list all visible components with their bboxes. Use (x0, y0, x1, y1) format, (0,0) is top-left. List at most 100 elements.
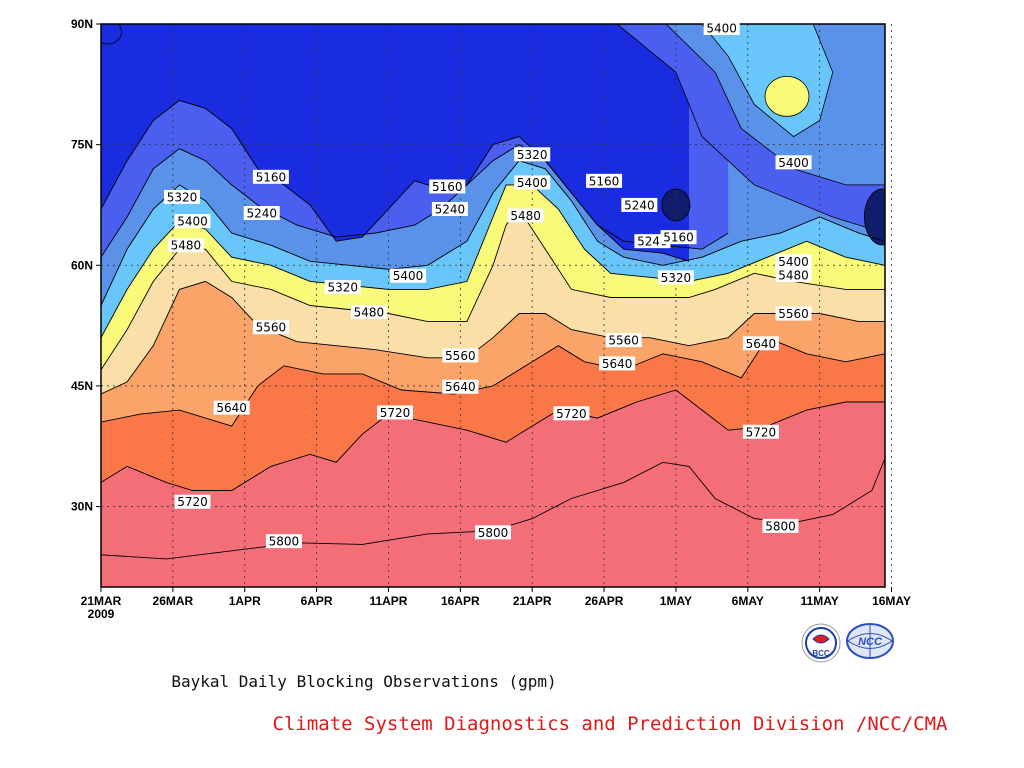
contour-label-text: 5400 (177, 215, 208, 229)
contour-line-5400 (101, 184, 885, 338)
contour-label-5640: 5640 (213, 400, 250, 415)
contour-label-text: 5640 (602, 357, 633, 371)
x-tick-label: 26APR (585, 594, 624, 608)
contour-extra-features (101, 24, 885, 246)
contour-label-5560: 5560 (252, 320, 289, 335)
contour-label-bg (553, 406, 590, 421)
contour-label-bg (605, 333, 642, 348)
contour-label-5160: 5160 (429, 179, 466, 194)
contour-label-5560: 5560 (775, 306, 812, 321)
contour-label-bg (350, 304, 387, 319)
contour-label-5720: 5720 (553, 406, 590, 421)
contour-line-5320 (101, 160, 885, 306)
contour-label-text: 5720 (556, 407, 587, 421)
contour-label-bg (657, 270, 694, 285)
contour-label-text: 5240 (624, 198, 655, 212)
contour-label-bg (475, 525, 511, 540)
contour-label-text: 5800 (478, 526, 509, 540)
contour-label-bg (390, 268, 427, 283)
contour-label-bg (507, 208, 544, 223)
low-cell-east (863, 188, 885, 246)
contour-label-bg (660, 230, 697, 245)
nw-cell (101, 24, 122, 45)
y-tick-label: 60N (71, 258, 93, 272)
contour-label-bg (324, 280, 361, 295)
x-tick-label: 16APR (441, 594, 480, 608)
contour-label-text: 5400 (517, 176, 548, 190)
contour-label-5640: 5640 (442, 379, 479, 394)
contour-label-5400: 5400 (174, 214, 211, 229)
x-tick-label: 21APR (513, 594, 552, 608)
contour-label-5240: 5240 (243, 206, 280, 221)
contour-label-text: 5560 (445, 349, 476, 363)
contour-label-bg (775, 267, 812, 282)
x-year-label: 2009 (88, 607, 115, 621)
contour-label-5480: 5480 (350, 304, 387, 319)
contour-label-bg (775, 155, 812, 170)
contour-label-5320: 5320 (657, 270, 694, 285)
y-tick-label: 45N (71, 379, 93, 393)
contour-label-bg (703, 21, 740, 36)
contour-label-5480: 5480 (507, 208, 544, 223)
contour-label-text: 5160 (256, 170, 287, 184)
contour-line-5720 (101, 389, 885, 491)
contour-label-bg (514, 147, 551, 162)
contour-label-5240: 5240 (621, 197, 658, 212)
x-tick-label: 21MAR (81, 594, 122, 608)
credit-line: Climate System Diagnostics and Predictio… (272, 713, 948, 735)
contour-line-5240 (101, 144, 729, 258)
contour-label-text: 5560 (608, 334, 639, 348)
contour-label-bg (442, 379, 479, 394)
contour-label-bg (742, 336, 779, 351)
contour-label-text: 5640 (216, 401, 247, 415)
contour-label-5560: 5560 (442, 348, 479, 363)
contour-label-text: 5240 (435, 202, 466, 216)
contour-label-text: 5640 (445, 380, 476, 394)
contour-label-bg (213, 400, 250, 415)
contour-label-bg (174, 214, 211, 229)
contour-label-5800: 5800 (265, 534, 302, 549)
contour-label-text: 5320 (167, 190, 198, 204)
contour-label-bg (174, 494, 211, 509)
contour-label-text: 5320 (327, 281, 358, 295)
x-tick-label: 6APR (301, 594, 333, 608)
contour-label-5400: 5400 (514, 175, 551, 190)
x-tick-label: 11APR (369, 594, 407, 608)
contour-label-bg (621, 197, 658, 212)
contour-label-text: 5320 (517, 148, 548, 162)
contour-label-bg (599, 356, 636, 371)
contour-label-bg (167, 238, 204, 253)
contour-label-5720: 5720 (742, 424, 779, 439)
contour-label-5160: 5160 (660, 230, 697, 245)
plot-frame (100, 23, 886, 588)
contour-label-text: 5720 (746, 425, 777, 439)
contour-label-text: 5800 (269, 535, 300, 549)
grid-lines (101, 24, 892, 587)
contour-label-bg (164, 189, 201, 204)
y-tick-label: 90N (71, 17, 93, 31)
contour-label-text: 5240 (637, 235, 668, 249)
contour-label-5400: 5400 (775, 155, 812, 170)
contour-label-bg (586, 173, 623, 188)
contour-label-5800: 5800 (475, 525, 511, 540)
contour-label-5720: 5720 (174, 494, 211, 509)
contour-label-bg (252, 320, 289, 335)
contour-label-text: 5480 (354, 305, 385, 319)
contour-label-text: 5400 (393, 269, 424, 283)
contour-label-5320: 5320 (324, 280, 361, 295)
contour-label-5800: 5800 (762, 518, 799, 533)
contour-label-text: 5800 (765, 519, 796, 533)
bcc-logo-icon: BCC (801, 623, 841, 663)
contour-label-bg (762, 518, 799, 533)
x-tick-label: 1APR (229, 594, 261, 608)
axes: 21MAR 26MAR 1APR 6APR 11APR 16APR 21APR 26APR 1M… (71, 17, 911, 621)
contour-line-5160 (101, 99, 690, 262)
band-fill-5160 (101, 24, 689, 262)
chart-title: Baykal Daily Blocking Observations (gpm) (171, 672, 557, 691)
contour-label-text: 5480 (510, 209, 541, 223)
x-tick-label: 6MAY (732, 594, 764, 608)
contour-label-bg (442, 348, 479, 363)
contour-label-5480: 5480 (167, 238, 204, 253)
contour-label-5720: 5720 (377, 405, 413, 420)
